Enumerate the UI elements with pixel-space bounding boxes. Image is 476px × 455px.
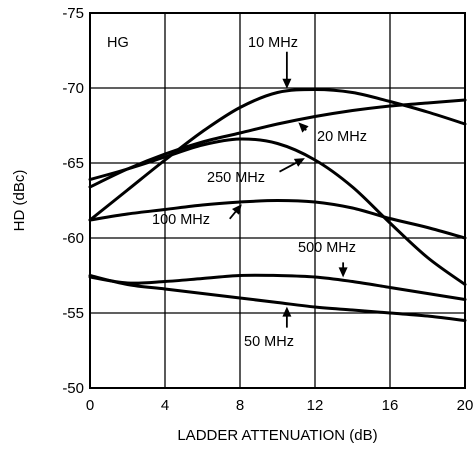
label-250mhz: 250 MHz bbox=[207, 170, 265, 186]
tick-labels: 0 4 8 12 16 20 -75 -70 -65 -60 -55 -50 bbox=[62, 5, 473, 414]
annotation-arrow bbox=[279, 160, 300, 173]
x-tick-label: 12 bbox=[307, 397, 324, 414]
y-tick-label: -75 bbox=[62, 5, 84, 22]
y-tick-label: -70 bbox=[62, 80, 84, 97]
series-line-20mhz bbox=[88, 98, 467, 189]
series-line-250mhz bbox=[88, 137, 467, 286]
annotation-arrowhead bbox=[298, 122, 309, 133]
annotation-500mhz: 500 MHz bbox=[298, 240, 356, 278]
annotation-10mhz: 10 MHz bbox=[248, 35, 298, 89]
y-axis-label: HD (dBc) bbox=[11, 170, 28, 232]
annotation-100mhz: 100 MHz bbox=[152, 204, 242, 228]
annotation-arrowhead bbox=[293, 158, 305, 167]
y-tick-label: -55 bbox=[62, 305, 84, 322]
label-500mhz: 500 MHz bbox=[298, 240, 356, 256]
panel-label: HG bbox=[107, 35, 129, 51]
label-50mhz: 50 MHz bbox=[244, 334, 294, 350]
label-20mhz: 20 MHz bbox=[317, 129, 367, 145]
series-lines bbox=[88, 88, 467, 322]
annotation-arrowhead bbox=[338, 267, 348, 278]
annotation-50mhz: 50 MHz bbox=[244, 306, 294, 350]
series-line-50mhz bbox=[88, 274, 467, 322]
y-tick-label: -50 bbox=[62, 380, 84, 397]
y-tick-label: -65 bbox=[62, 155, 84, 172]
x-tick-label: 16 bbox=[382, 397, 399, 414]
y-tick-label: -60 bbox=[62, 230, 84, 247]
annotation-arrowhead bbox=[232, 204, 242, 215]
x-tick-label: 20 bbox=[457, 397, 474, 414]
series-line-100mhz bbox=[88, 199, 467, 240]
series-line-500mhz bbox=[88, 273, 467, 301]
plot-frame bbox=[89, 12, 466, 389]
x-tick-label: 0 bbox=[86, 397, 94, 414]
annotation-250mhz: 250 MHz bbox=[207, 158, 305, 186]
x-tick-label: 4 bbox=[161, 397, 169, 414]
label-100mhz: 100 MHz bbox=[152, 212, 210, 228]
label-10mhz: 10 MHz bbox=[248, 35, 298, 51]
x-tick-label: 8 bbox=[236, 397, 244, 414]
annotation-arrowhead bbox=[282, 78, 292, 89]
annotation-arrowhead bbox=[282, 306, 292, 317]
x-axis-label: LADDER ATTENUATION (dB) bbox=[177, 427, 377, 444]
annotation-20mhz: 20 MHz bbox=[298, 122, 367, 145]
